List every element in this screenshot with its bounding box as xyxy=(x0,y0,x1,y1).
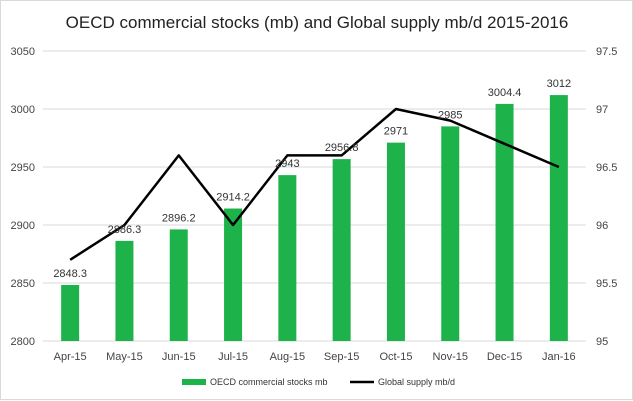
x-tick-label: Oct-15 xyxy=(379,351,412,363)
x-tick-label: Dec-15 xyxy=(487,351,522,363)
data-label: 2971 xyxy=(384,126,408,138)
x-tick-label: Sep-15 xyxy=(324,351,359,363)
x-tick-label: Nov-15 xyxy=(433,351,468,363)
x-tick-label: Aug-15 xyxy=(270,351,305,363)
data-label: 2886.3 xyxy=(108,224,142,236)
right-tick-label: 96 xyxy=(596,220,608,232)
data-label: 2896.2 xyxy=(162,212,196,224)
bar xyxy=(61,284,80,341)
line-series xyxy=(69,107,560,261)
data-label: 2848.3 xyxy=(53,268,87,280)
chart-title: OECD commercial stocks (mb) and Global s… xyxy=(66,13,569,32)
data-label: 2985 xyxy=(438,109,462,121)
data-label: 2943 xyxy=(275,158,299,170)
bar xyxy=(224,208,243,341)
bar xyxy=(495,103,514,341)
left-axis: 2800 2850 2900 2950 3000 3050 xyxy=(11,46,35,348)
bar xyxy=(115,240,134,341)
x-tick-label: Jan-16 xyxy=(542,351,576,363)
right-tick-label: 97 xyxy=(596,104,608,116)
legend-label-line: Global supply mb/d xyxy=(378,377,455,387)
data-label: 2956.8 xyxy=(325,142,359,154)
series-line xyxy=(69,107,560,261)
data-label: 3004.4 xyxy=(488,87,522,99)
data-label: 2914.2 xyxy=(216,192,250,204)
bar xyxy=(549,95,568,341)
x-tick-label: May-15 xyxy=(106,351,143,363)
left-tick-label: 2900 xyxy=(11,220,35,232)
x-tick-label: Apr-15 xyxy=(54,351,87,363)
grid-lines xyxy=(43,50,586,342)
bar xyxy=(441,126,460,342)
bar xyxy=(332,159,351,341)
x-tick-label: Jun-15 xyxy=(162,351,196,363)
right-tick-label: 96.5 xyxy=(596,162,617,174)
data-labels: 2848.3 2886.3 2896.2 2914.2 2943 2956.8 2971 29… xyxy=(53,78,571,280)
x-axis: Apr-15 May-15 Jun-15 Jul-15 Aug-15 Sep-15 Oct-… xyxy=(54,351,576,363)
left-tick-label: 3000 xyxy=(11,104,35,116)
left-tick-label: 2800 xyxy=(11,336,35,348)
legend: OECD commercial stocks mb Global supply m… xyxy=(182,377,455,387)
left-tick-label: 3050 xyxy=(11,46,35,58)
right-tick-label: 95.5 xyxy=(596,278,617,290)
left-tick-label: 2850 xyxy=(11,278,35,290)
right-axis: 95 95.5 96 96.5 97 97.5 xyxy=(596,46,617,348)
right-tick-label: 97.5 xyxy=(596,46,617,58)
bar xyxy=(386,142,405,341)
bar xyxy=(278,175,297,341)
data-label: 3012 xyxy=(547,78,571,90)
right-tick-label: 95 xyxy=(596,336,608,348)
legend-swatch-bars xyxy=(182,379,206,385)
left-tick-label: 2950 xyxy=(11,162,35,174)
x-tick-label: Jul-15 xyxy=(218,351,248,363)
legend-label-bars: OECD commercial stocks mb xyxy=(210,377,328,387)
bar-series xyxy=(61,95,568,342)
bar xyxy=(169,229,188,341)
